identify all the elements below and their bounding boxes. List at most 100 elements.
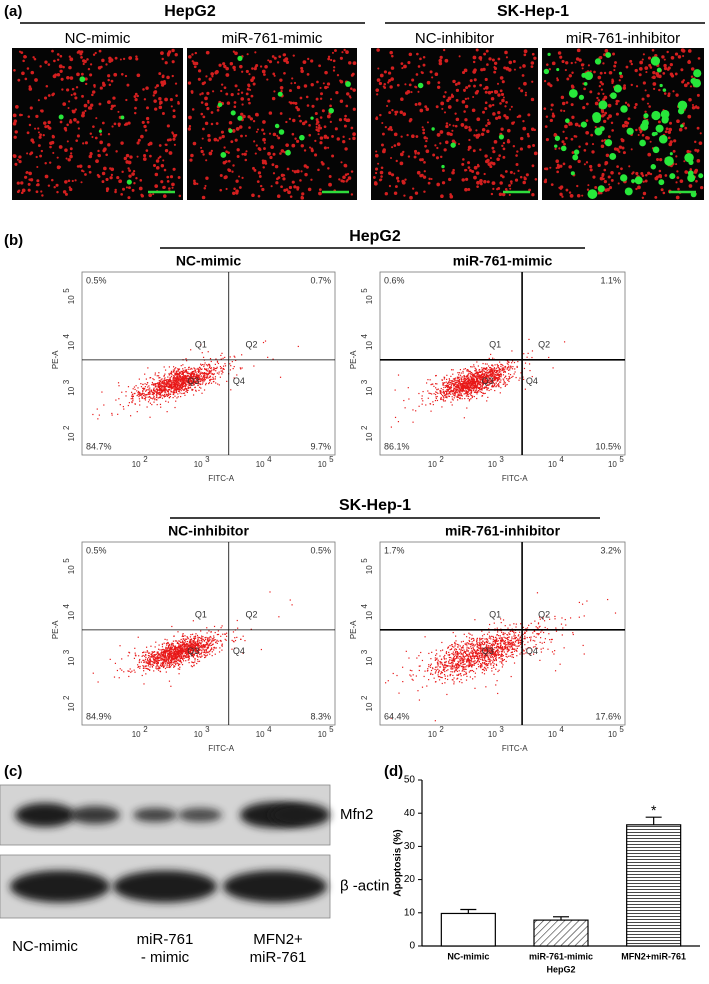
event-dot bbox=[188, 381, 190, 384]
event-dot bbox=[269, 591, 271, 593]
red-cell bbox=[501, 80, 505, 84]
red-cell bbox=[204, 184, 207, 187]
red-cell bbox=[452, 168, 455, 172]
red-cell bbox=[155, 84, 160, 88]
event-dot bbox=[443, 376, 445, 378]
red-cell bbox=[21, 71, 25, 76]
red-cell bbox=[117, 110, 120, 113]
event-dot bbox=[165, 393, 167, 395]
red-cell bbox=[177, 176, 181, 179]
event-dot bbox=[199, 377, 201, 379]
event-dot bbox=[476, 384, 479, 386]
event-dot bbox=[495, 370, 498, 372]
event-dot bbox=[473, 375, 475, 377]
red-cell bbox=[255, 130, 258, 133]
event-dot bbox=[160, 384, 162, 386]
red-cell bbox=[443, 111, 447, 114]
event-dot bbox=[481, 382, 483, 384]
event-dot bbox=[178, 383, 181, 385]
event-dot bbox=[470, 394, 472, 396]
event-dot bbox=[152, 394, 155, 396]
red-cell bbox=[107, 143, 111, 147]
red-cell bbox=[563, 142, 566, 146]
event-dot bbox=[494, 379, 496, 382]
event-dot bbox=[170, 370, 173, 372]
event-dot bbox=[468, 386, 470, 388]
red-cell bbox=[18, 155, 22, 159]
event-dot bbox=[211, 373, 213, 375]
event-dot bbox=[177, 381, 179, 383]
event-dot bbox=[486, 387, 488, 389]
red-cell bbox=[506, 128, 511, 133]
red-cell bbox=[231, 170, 234, 173]
red-cell bbox=[387, 71, 392, 75]
red-cell bbox=[44, 60, 48, 64]
event-dot bbox=[490, 380, 492, 382]
event-dot bbox=[488, 371, 490, 373]
event-dot bbox=[137, 665, 140, 668]
event-dot bbox=[192, 373, 194, 375]
event-dot bbox=[490, 353, 492, 356]
event-dot bbox=[177, 379, 180, 381]
event-dot bbox=[204, 649, 206, 651]
event-dot bbox=[165, 380, 167, 382]
event-dot bbox=[173, 391, 175, 393]
event-dot bbox=[178, 368, 181, 370]
event-dot bbox=[552, 367, 554, 369]
event-dot bbox=[479, 379, 482, 381]
x-tick-exponent: 2 bbox=[143, 455, 148, 464]
event-dot bbox=[454, 392, 456, 395]
red-cell bbox=[561, 195, 564, 198]
green-cell bbox=[228, 128, 233, 134]
red-cell bbox=[135, 55, 138, 58]
red-cell bbox=[530, 97, 535, 102]
event-dot bbox=[155, 383, 157, 385]
event-dot bbox=[156, 396, 158, 399]
event-dot bbox=[164, 390, 166, 392]
event-dot bbox=[489, 381, 492, 383]
event-dot bbox=[454, 388, 457, 390]
event-dot bbox=[486, 369, 488, 372]
event-dot bbox=[188, 378, 191, 380]
event-dot bbox=[474, 382, 476, 384]
event-dot bbox=[241, 354, 243, 356]
red-cell bbox=[272, 132, 277, 137]
event-dot bbox=[496, 371, 498, 373]
event-dot bbox=[492, 371, 494, 373]
event-dot bbox=[178, 379, 180, 381]
green-cell bbox=[669, 152, 673, 156]
red-cell bbox=[279, 152, 282, 155]
red-cell bbox=[53, 59, 56, 63]
red-cell bbox=[193, 179, 196, 183]
event-dot bbox=[513, 373, 515, 375]
event-dot bbox=[158, 380, 160, 382]
red-cell bbox=[311, 104, 315, 108]
event-dot bbox=[159, 393, 162, 395]
red-cell bbox=[670, 56, 675, 60]
red-cell bbox=[152, 94, 155, 97]
event-dot bbox=[412, 421, 414, 423]
event-dot bbox=[192, 372, 194, 374]
event-dot bbox=[502, 383, 504, 385]
red-cell bbox=[500, 92, 505, 96]
event-dot bbox=[168, 650, 170, 652]
event-dot bbox=[182, 368, 184, 370]
x-tick-exponent: 3 bbox=[499, 455, 504, 464]
event-dot bbox=[474, 384, 476, 386]
red-cell bbox=[136, 155, 139, 158]
event-dot bbox=[496, 370, 498, 372]
red-cell bbox=[134, 106, 137, 110]
red-cell bbox=[71, 87, 75, 91]
event-dot bbox=[153, 379, 155, 381]
event-dot bbox=[180, 647, 183, 649]
event-dot bbox=[407, 387, 409, 389]
event-dot bbox=[186, 360, 188, 362]
event-dot bbox=[163, 396, 166, 398]
event-dot bbox=[453, 397, 455, 399]
red-cell bbox=[352, 136, 356, 141]
red-cell bbox=[578, 58, 582, 62]
event-dot bbox=[195, 381, 197, 383]
event-dot bbox=[497, 377, 500, 379]
event-dot bbox=[96, 408, 98, 410]
event-dot bbox=[209, 364, 211, 367]
